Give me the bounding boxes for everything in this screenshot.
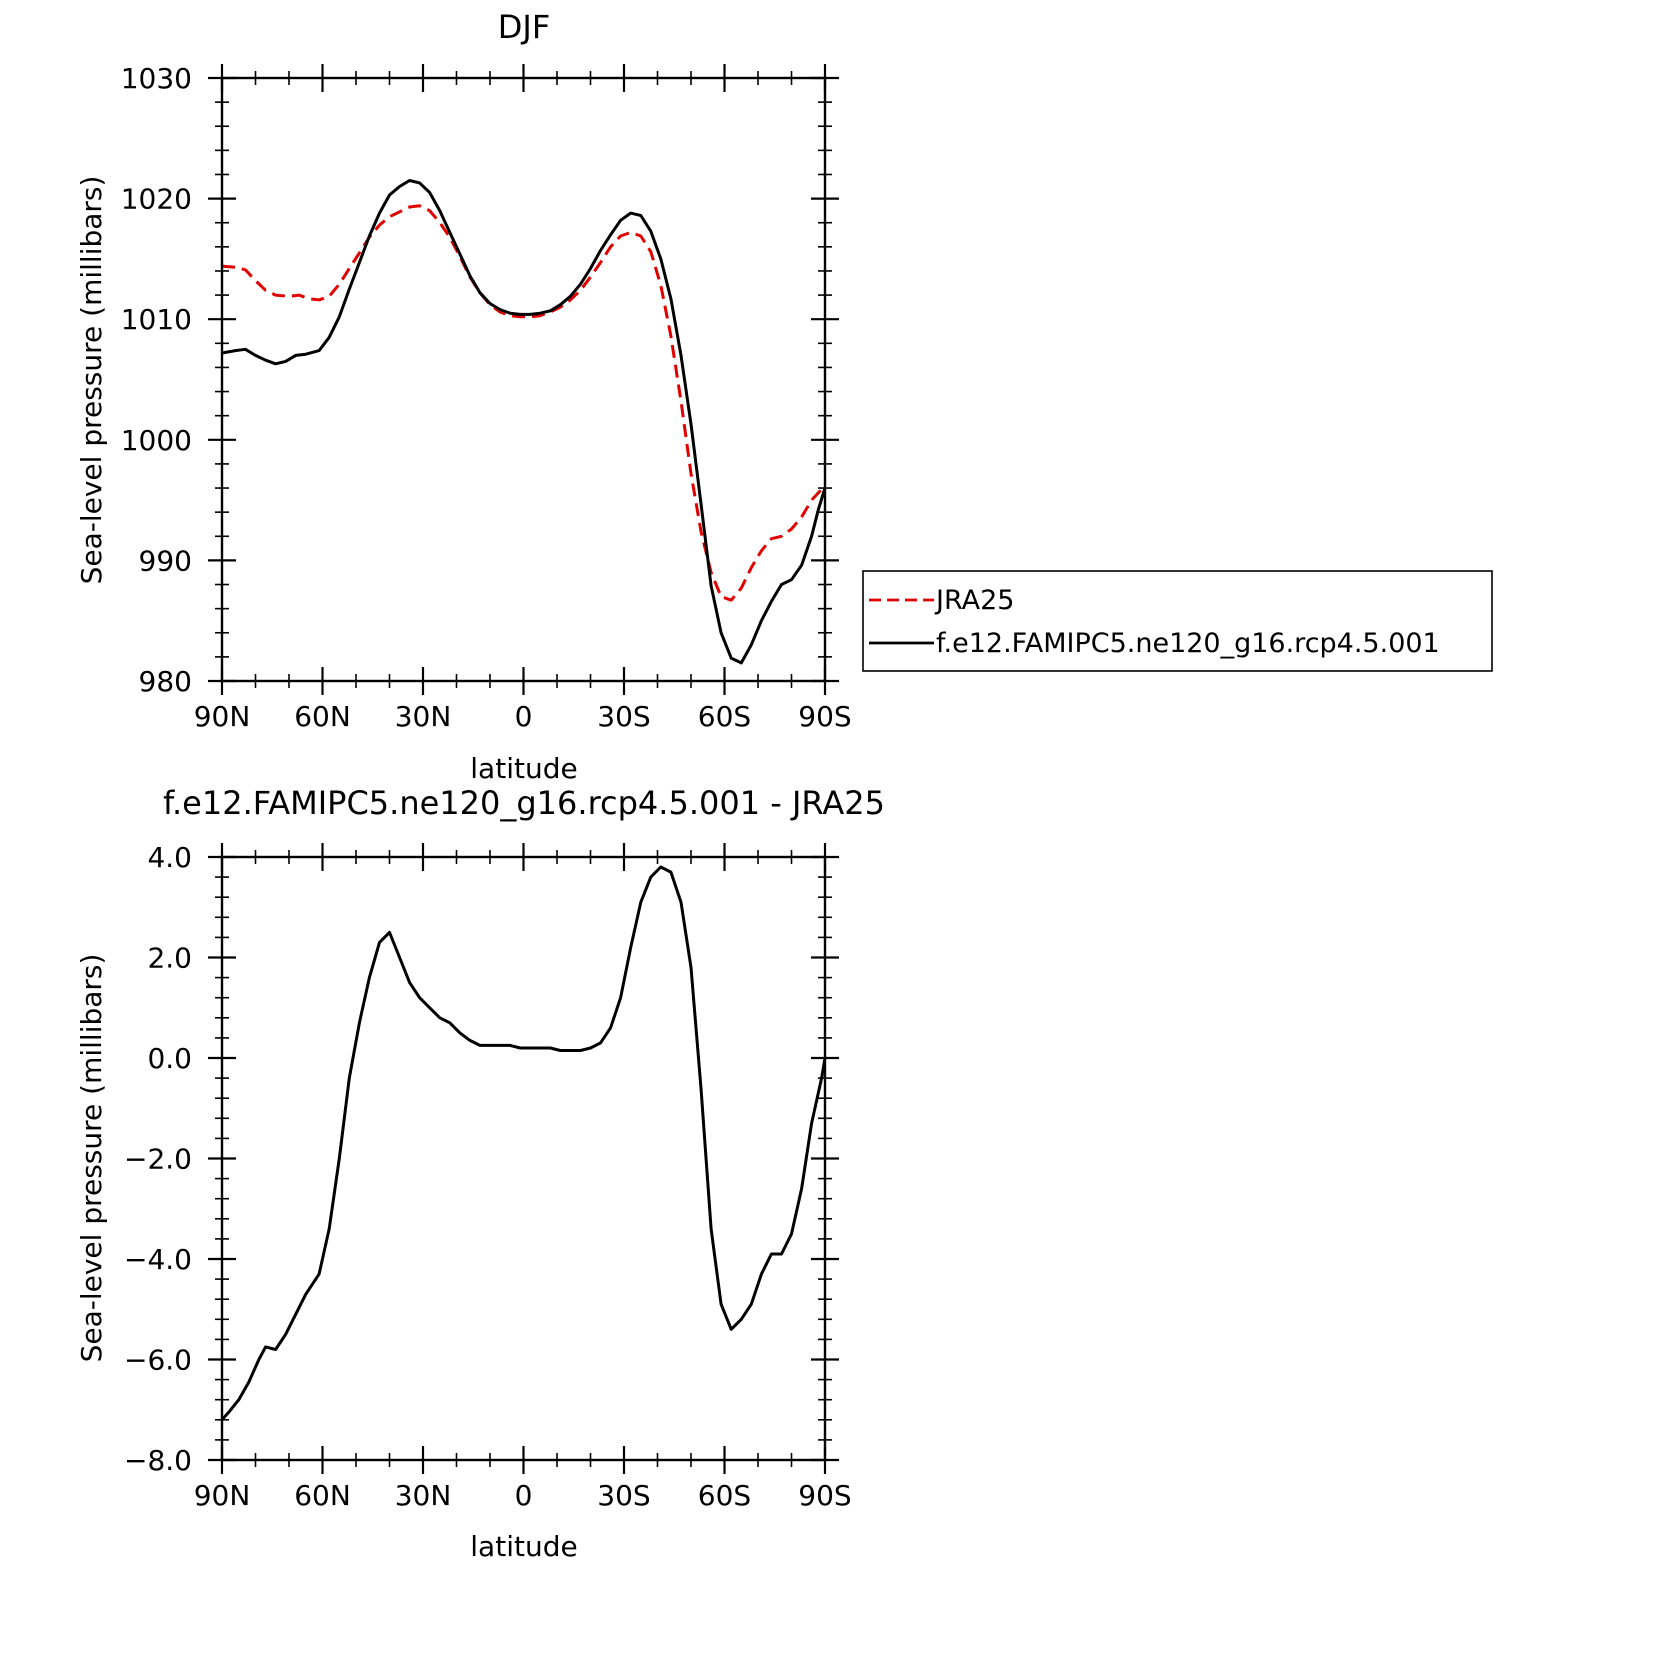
y-tick-label: 1020 (121, 183, 192, 216)
y-tick-label: 1010 (121, 303, 192, 336)
top-y-axis-label: Sea-level pressure (millibars) (75, 176, 108, 585)
y-tick-label: 0.0 (147, 1042, 192, 1075)
bottom-chart-title: f.e12.FAMIPC5.ne120_g16.rcp4.5.001 - JRA… (163, 784, 885, 822)
y-tick-label: 2.0 (147, 942, 192, 975)
legend-label-model: f.e12.FAMIPC5.ne120_g16.rcp4.5.001 (936, 628, 1440, 659)
bottom-y-axis-label: Sea-level pressure (millibars) (75, 954, 108, 1363)
series-line-difference (220, 865, 827, 1421)
legend-label-jra25: JRA25 (934, 585, 1014, 616)
legend-box (862, 570, 1493, 672)
top-chart-series (221, 179, 827, 665)
y-tick-label: 980 (139, 665, 192, 698)
top-chart-ticks (208, 64, 839, 695)
x-tick-label: 60S (698, 700, 751, 733)
y-tick-label: −8.0 (124, 1444, 192, 1477)
x-tick-label: 90S (798, 1479, 851, 1512)
y-tick-label: 4.0 (147, 841, 192, 874)
top-panel-djf: DJF 90N 60N 30N 0 30S 60S 90S 980 990 1000 1010 102… (75, 8, 1493, 785)
x-tick-label: 30S (597, 1479, 650, 1512)
x-tick-label: 0 (515, 1479, 533, 1512)
y-tick-label: −2.0 (124, 1143, 192, 1176)
x-tick-label: 60N (294, 700, 351, 733)
x-tick-label: 30N (395, 1479, 452, 1512)
top-x-axis-label: latitude (470, 752, 577, 785)
x-tick-label: 0 (515, 700, 533, 733)
top-plot-frame (220, 76, 827, 683)
y-tick-label: −4.0 (124, 1243, 192, 1276)
series-line-f-e12-famipc5-ne120-g16-rcp4-5-001 (221, 179, 827, 665)
legend: JRA25 f.e12.FAMIPC5.ne120_g16.rcp4.5.001 (862, 570, 1493, 672)
x-tick-label: 90N (194, 1479, 251, 1512)
y-tick-label: 990 (139, 544, 192, 577)
x-tick-label: 60N (294, 1479, 351, 1512)
y-tick-label: 1000 (121, 424, 192, 457)
bottom-x-axis-label: latitude (470, 1530, 577, 1563)
bottom-panel-difference: f.e12.FAMIPC5.ne120_g16.rcp4.5.001 - JRA… (75, 784, 885, 1563)
bottom-chart-ticks (208, 843, 839, 1474)
y-tick-label: −6.0 (124, 1344, 192, 1377)
bottom-chart-series (220, 865, 827, 1421)
top-chart-tick-labels: 90N 60N 30N 0 30S 60S 90S 980 990 1000 1010 1020 103… (121, 62, 852, 733)
y-tick-label: 1030 (121, 62, 192, 95)
x-tick-label: 60S (698, 1479, 751, 1512)
bottom-chart-tick-labels: 90N 60N 30N 0 30S 60S 90S −8.0 −6.0 −4.0 −2.0 0.0 2.… (124, 841, 852, 1512)
x-tick-label: 30N (395, 700, 452, 733)
top-chart-title: DJF (498, 8, 550, 46)
bottom-plot-frame (220, 855, 827, 1462)
x-tick-label: 90N (194, 700, 251, 733)
x-tick-label: 30S (597, 700, 650, 733)
x-tick-label: 90S (798, 700, 851, 733)
series-line-jra25 (221, 204, 827, 602)
